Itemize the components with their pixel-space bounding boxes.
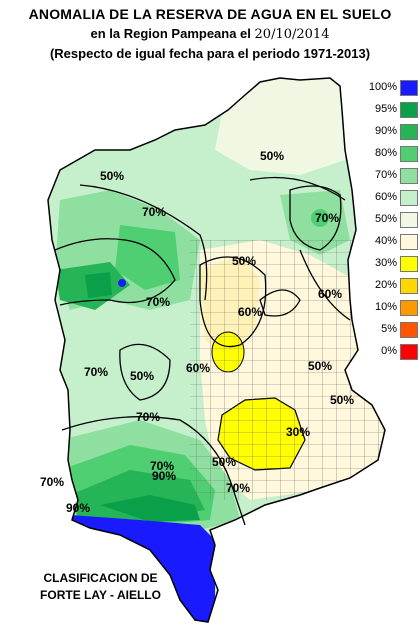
title-line-3: (Respecto de igual fecha para el periodo… bbox=[49, 46, 371, 61]
contour-label: 90% bbox=[66, 501, 90, 515]
title-line-1: ANOMALIA DE LA RESERVA DE AGUA EN EL SUE… bbox=[28, 6, 392, 22]
contour-label: 50% bbox=[232, 254, 256, 268]
field-100-spot bbox=[118, 279, 126, 287]
legend-label: 100% bbox=[368, 81, 397, 93]
legend-swatch bbox=[400, 212, 418, 228]
legend-item: 40% bbox=[364, 234, 420, 250]
contour-label: 50% bbox=[260, 149, 284, 163]
legend-label: 60% bbox=[374, 191, 397, 203]
contour-label: 50% bbox=[308, 359, 332, 373]
contour-label: 90% bbox=[152, 469, 176, 483]
contour-line bbox=[79, 184, 208, 301]
legend-swatch bbox=[400, 102, 418, 118]
legend-swatch bbox=[400, 322, 418, 338]
contour-label: 70% bbox=[40, 475, 64, 489]
map-area: 50% 70% 70% 50% 70% 70% 70% 50% 60% 50% … bbox=[0, 70, 420, 628]
legend-item: 100% bbox=[364, 80, 420, 96]
contour-label: 60% bbox=[186, 361, 210, 375]
legend-swatch bbox=[400, 124, 418, 140]
legend-label: 10% bbox=[374, 301, 397, 313]
legend-item: 20% bbox=[364, 278, 420, 294]
legend-swatch bbox=[400, 278, 418, 294]
legend-swatch bbox=[400, 300, 418, 316]
legend-item: 80% bbox=[364, 146, 420, 162]
field-50-north bbox=[215, 78, 345, 175]
contour-label: 50% bbox=[130, 369, 154, 383]
contour-line bbox=[119, 343, 171, 401]
legend-label: 5% bbox=[381, 323, 397, 335]
legend-label: 30% bbox=[374, 257, 397, 269]
contour-label: 70% bbox=[146, 295, 170, 309]
legend-swatch bbox=[400, 256, 418, 272]
contour-label: 50% bbox=[100, 169, 124, 183]
legend-label: 80% bbox=[374, 147, 397, 159]
contour-label: 70% bbox=[150, 459, 174, 473]
legend-item: 60% bbox=[364, 190, 420, 206]
legend-item: 50% bbox=[364, 212, 420, 228]
contour-label: 60% bbox=[318, 287, 342, 301]
legend-swatch bbox=[400, 190, 418, 206]
contour-labels: 50% 70% 70% 50% 70% 70% 70% 50% 60% 50% … bbox=[40, 149, 354, 515]
legend-label: 90% bbox=[374, 125, 397, 137]
contour-label: 70% bbox=[142, 205, 166, 219]
contour-label: 30% bbox=[286, 425, 310, 439]
legend-item: 70% bbox=[364, 168, 420, 184]
legend-item: 30% bbox=[364, 256, 420, 272]
contour-label: 70% bbox=[226, 481, 250, 495]
contour-label: 50% bbox=[330, 393, 354, 407]
legend-label: 50% bbox=[374, 213, 397, 225]
legend-swatch bbox=[400, 344, 418, 360]
field-80-northeast bbox=[311, 209, 329, 227]
title-line-2-prefix: en la Region Pampeana el bbox=[90, 26, 251, 41]
contour-line bbox=[249, 176, 346, 201]
contour-line bbox=[289, 185, 342, 251]
contour-line bbox=[259, 289, 301, 317]
contour-line bbox=[199, 256, 267, 348]
legend-label: 70% bbox=[374, 169, 397, 181]
legend-swatch bbox=[400, 146, 418, 162]
title-date: 20/10/2014 bbox=[254, 27, 330, 42]
credit-line-2: FORTE LAY - AIELLO bbox=[40, 588, 161, 602]
legend-label: 0% bbox=[381, 345, 397, 357]
contour-label: 70% bbox=[315, 211, 339, 225]
legend-swatch bbox=[400, 234, 418, 250]
contour-label: 70% bbox=[84, 365, 108, 379]
contour-line bbox=[299, 249, 351, 321]
contour-label: 70% bbox=[136, 410, 160, 424]
classification-credit: CLASIFICACION DE FORTE LAY - AIELLO bbox=[8, 570, 193, 604]
contour-label: 60% bbox=[238, 305, 262, 319]
legend-label: 20% bbox=[374, 279, 397, 291]
legend-item: 90% bbox=[364, 124, 420, 140]
pampeana-map: 50% 70% 70% 50% 70% 70% 70% 50% 60% 50% … bbox=[40, 77, 386, 623]
legend-item: 95% bbox=[364, 102, 420, 118]
contour-lines bbox=[54, 176, 351, 526]
legend-swatch bbox=[400, 168, 418, 184]
contour-line bbox=[54, 238, 176, 306]
title-line-2: en la Region Pampeana el 20/10/2014 bbox=[0, 26, 420, 42]
legend-item: 0% bbox=[364, 344, 420, 360]
map-title: ANOMALIA DE LA RESERVA DE AGUA EN EL SUE… bbox=[0, 6, 420, 61]
legend-item: 5% bbox=[364, 322, 420, 338]
legend-label: 95% bbox=[374, 103, 397, 115]
field-95-southwest bbox=[100, 495, 200, 522]
contour-line bbox=[61, 416, 246, 526]
legend: 100% 95% 90% 80% 70% 60% 50% 40% 30% 20% 10% 5% 0% bbox=[364, 80, 420, 370]
anomaly-fields bbox=[55, 78, 385, 622]
contour-label: 50% bbox=[212, 455, 236, 469]
credit-line-1: CLASIFICACION DE bbox=[43, 571, 158, 585]
legend-item: 10% bbox=[364, 300, 420, 316]
legend-label: 40% bbox=[374, 235, 397, 247]
field-95-west bbox=[85, 272, 112, 298]
legend-swatch bbox=[400, 80, 418, 96]
